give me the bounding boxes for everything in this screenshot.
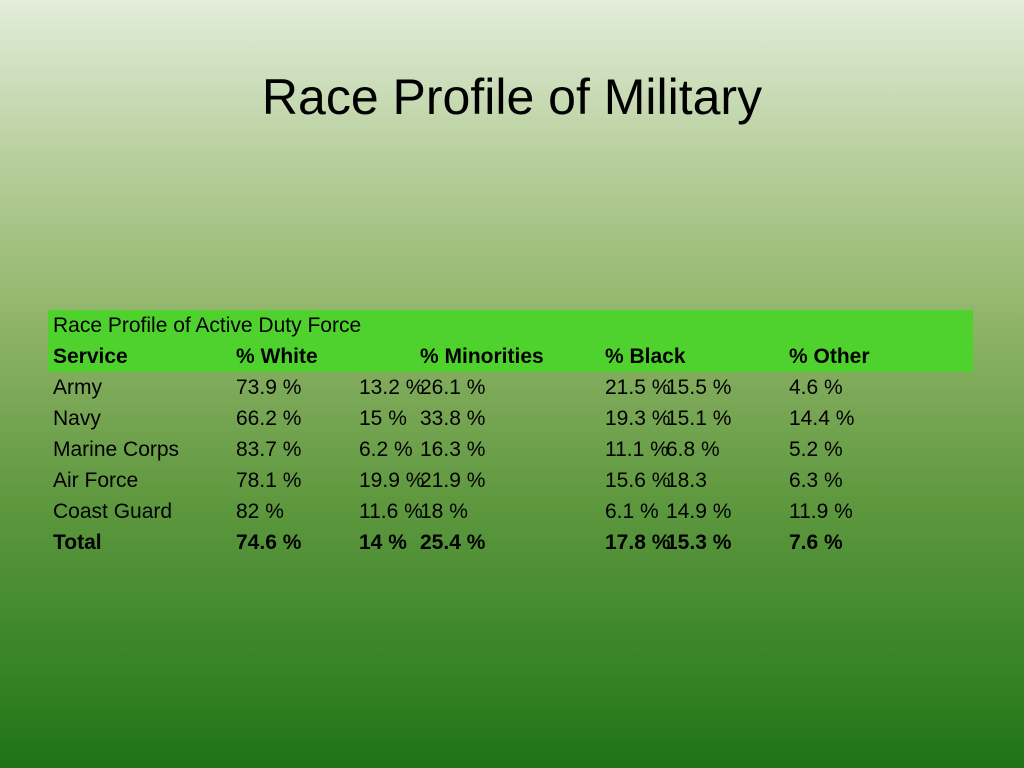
slide-title: Race Profile of Military bbox=[261, 69, 763, 125]
table-cell: 16.3 % bbox=[420, 438, 486, 461]
table-cell: 19.9 % bbox=[359, 469, 425, 492]
table-cell: 4.6 % bbox=[789, 376, 843, 399]
table-cell: 6.2 % bbox=[359, 438, 413, 461]
table-cell: 11.9 % bbox=[789, 500, 853, 523]
table-cell: 15.6 % bbox=[605, 469, 671, 492]
table-cell: 78.1 % bbox=[236, 469, 302, 492]
row-label: Marine Corps bbox=[53, 438, 180, 461]
table-cell: 5.2 % bbox=[789, 438, 843, 461]
table-cell: 26.1 % bbox=[420, 376, 486, 399]
table-cell: 17.8 % bbox=[605, 531, 671, 554]
table-cell: 33.8 % bbox=[420, 407, 486, 430]
table-cell: 15.3 % bbox=[666, 531, 732, 554]
table-cell: 66.2 % bbox=[236, 407, 302, 430]
table-cell: 7.6 % bbox=[789, 531, 843, 554]
row-label: Army bbox=[53, 376, 102, 399]
table-cell: 15.5 % bbox=[666, 376, 732, 399]
table-cell: 83.7 % bbox=[236, 438, 302, 461]
header-service: Service bbox=[53, 345, 128, 368]
race-profile-table: Race Profile of Active Duty Force Servic… bbox=[48, 310, 973, 555]
table-cell: 19.3 % bbox=[605, 407, 671, 430]
table-cell: 6.3 % bbox=[789, 469, 843, 492]
row-label: Navy bbox=[53, 407, 101, 430]
table-cell: 73.9 % bbox=[236, 376, 302, 399]
table-cell: 6.8 % bbox=[666, 438, 720, 461]
table-cell: 14.4 % bbox=[789, 407, 855, 430]
table-cell: 18 % bbox=[420, 500, 468, 523]
table-cell: 11.6 % bbox=[359, 500, 423, 523]
table-cell: 14.9 % bbox=[666, 500, 732, 523]
row-label: Air Force bbox=[53, 469, 139, 492]
row-label: Coast Guard bbox=[53, 500, 173, 523]
table-cell: 6.1 % bbox=[605, 500, 659, 523]
row-label: Total bbox=[53, 531, 102, 554]
table-header-band bbox=[48, 310, 973, 372]
table-cell: 21.9 % bbox=[420, 469, 486, 492]
table-cell: 11.1 % bbox=[605, 438, 669, 461]
table-cell: 25.4 % bbox=[420, 531, 486, 554]
header-minorities: % Minorities bbox=[420, 345, 544, 368]
table-cell: 15.1 % bbox=[666, 407, 732, 430]
table-cell: 21.5 % bbox=[605, 376, 671, 399]
table-cell: 74.6 % bbox=[236, 531, 302, 554]
table-cell: 18.3 bbox=[666, 469, 707, 492]
header-other: % Other bbox=[789, 345, 870, 368]
header-black: % Black bbox=[605, 345, 686, 368]
table-cell: 14 % bbox=[359, 531, 407, 554]
table-caption: Race Profile of Active Duty Force bbox=[53, 314, 362, 337]
table-cell: 13.2 % bbox=[359, 376, 425, 399]
table-cell: 82 % bbox=[236, 500, 284, 523]
header-white: % White bbox=[236, 345, 318, 368]
table-cell: 15 % bbox=[359, 407, 407, 430]
